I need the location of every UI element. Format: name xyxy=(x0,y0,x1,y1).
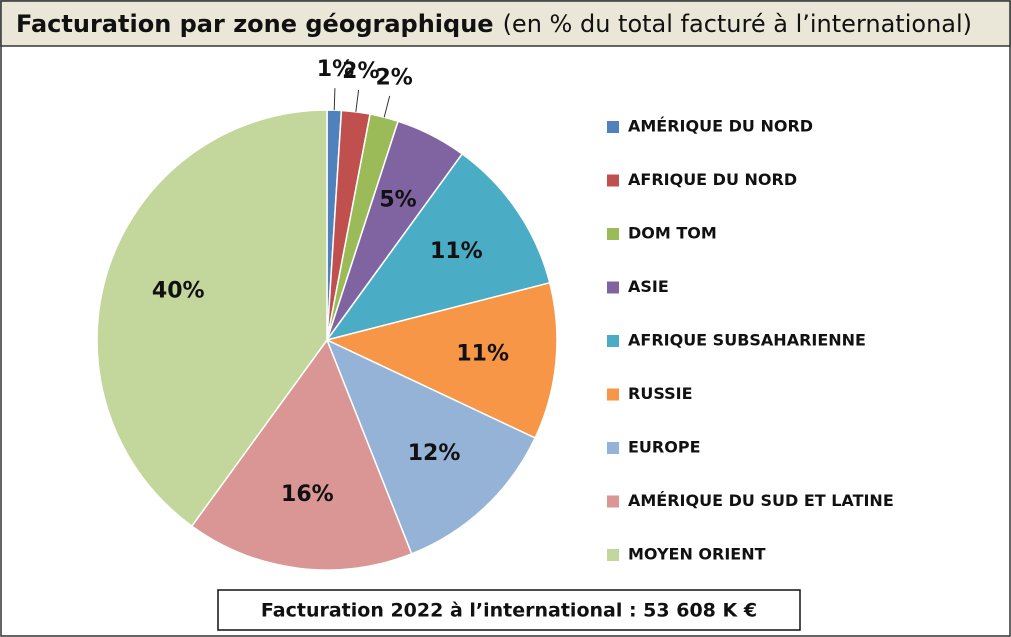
legend-swatch xyxy=(607,335,619,347)
legend-label: RUSSIE xyxy=(628,384,693,403)
pie-slice xyxy=(190,338,413,571)
data-label: 12% xyxy=(408,441,461,466)
data-label: 11% xyxy=(456,342,509,367)
legend-label: AMÉRIQUE DU SUD ET LATINE xyxy=(628,491,894,510)
legend-swatch xyxy=(607,549,619,561)
legend-swatch xyxy=(607,121,619,133)
chart-subtitle: (en % du total facturé à l’international… xyxy=(503,10,972,38)
legend-swatch xyxy=(607,442,619,454)
leader-line xyxy=(383,95,391,118)
data-label: 2% xyxy=(375,65,412,90)
chart-title: Facturation par zone géographique xyxy=(16,10,494,38)
data-label: 2% xyxy=(342,59,379,84)
legend-swatch xyxy=(607,388,619,401)
annotation: Facturation 2022 à l’international : 53 … xyxy=(261,600,757,622)
legend-label: AFRIQUE DU NORD xyxy=(628,170,797,189)
legend-label: ASIE xyxy=(628,277,669,296)
leader-line xyxy=(355,89,360,112)
legend-swatch xyxy=(607,174,619,187)
data-label: 1% xyxy=(317,57,354,82)
data-label: 11% xyxy=(430,239,483,264)
legend-label: AMÉRIQUE DU NORD xyxy=(628,117,813,136)
legend-swatch xyxy=(607,228,619,240)
pie-slice xyxy=(324,281,558,439)
chart-title-line: Facturation par zone géographique (en % d… xyxy=(16,10,972,38)
legend-swatch xyxy=(607,281,619,294)
pie-slice xyxy=(96,109,328,528)
legend-label: DOM TOM xyxy=(628,224,717,243)
legend-swatch xyxy=(607,495,619,508)
legend-label: EUROPE xyxy=(628,438,701,457)
pie-slice xyxy=(325,338,537,555)
data-label: 5% xyxy=(379,188,416,213)
pie-slice xyxy=(325,152,551,342)
legend-label: MOYEN ORIENT xyxy=(628,545,766,564)
annotation-box xyxy=(217,589,801,631)
title-band xyxy=(0,0,1011,47)
legend-label: AFRIQUE SUBSAHARIENNE xyxy=(628,331,866,350)
data-label: 40% xyxy=(152,279,205,304)
leader-line xyxy=(333,88,336,111)
data-label: 16% xyxy=(281,482,334,507)
